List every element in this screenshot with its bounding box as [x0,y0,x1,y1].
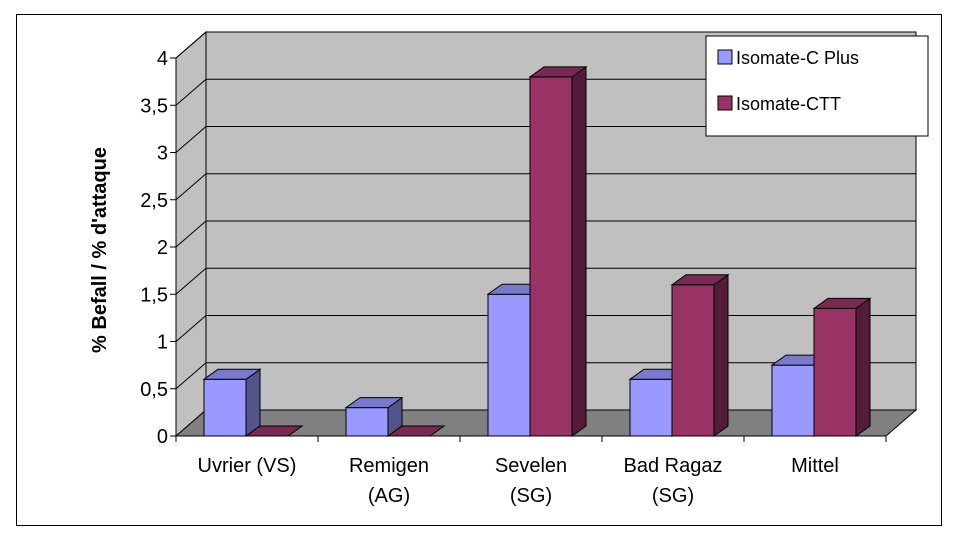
y-tick-label: 3,5 [140,95,168,117]
legend-box [705,35,929,137]
gridline [175,78,916,106]
bar [244,425,304,437]
x-axis-categories: Uvrier (VS) Remigen (AG) Sevelen (SG) Bad Rag… [175,436,887,507]
bar [344,396,404,437]
bar [528,65,588,437]
legend-item: Isomate-CTT [717,94,841,114]
legend-item: Isomate-C Plus [717,48,859,68]
y-tick-label: 1 [157,332,168,354]
gridline [175,173,916,201]
x-category-label: Uvrier (VS) [198,455,297,477]
gridline [175,126,916,153]
y-axis-label: % Befall / % d'attaque [89,147,111,353]
gridline [175,267,916,295]
x-category-label: Sevelen (SG) [495,455,567,507]
bar [670,273,730,437]
legend-label: Isomate-C Plus [736,48,859,68]
y-tick-label: 0,5 [140,379,168,401]
legend-label: Isomate-CTT [736,94,841,114]
bars [202,65,872,437]
bar [386,425,446,437]
gridline [175,31,916,59]
gridline [175,220,916,248]
x-category-label: Bad Ragaz (SG) [624,455,723,507]
y-tick-label: 2,5 [140,190,168,212]
bar [202,368,262,437]
legend-swatch [717,49,733,65]
y-tick-label: 1,5 [140,284,168,306]
y-axis-ticks: 0 0,5 1 1,5 2 2,5 3 3,5 4 [140,48,176,448]
y-tick-label: 0 [157,426,168,448]
y-tick-label: 4 [157,48,168,70]
legend-swatch [717,95,733,111]
bar [812,297,872,437]
x-category-label: Mittel [791,455,839,477]
x-category-label: Remigen (AG) [349,455,429,507]
y-tick-label: 3 [157,143,168,165]
y-tick-label: 2 [157,237,168,259]
legend: Isomate-C Plus Isomate-CTT [705,35,929,137]
